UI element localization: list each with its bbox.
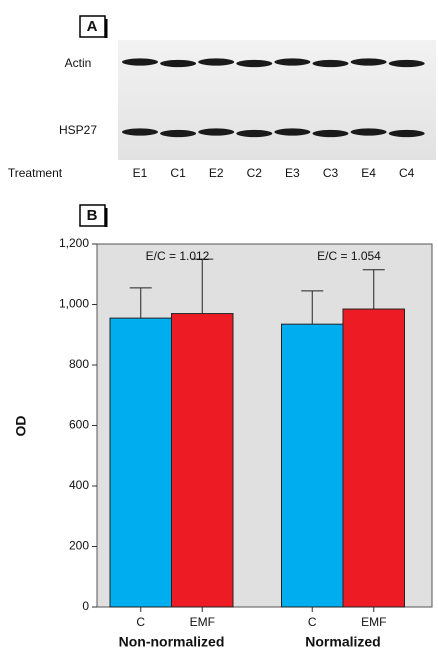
lane-label: C4 — [399, 166, 415, 180]
x-tick-label: EMF — [361, 615, 386, 629]
band — [160, 130, 196, 137]
y-tick-label: 200 — [69, 539, 89, 553]
bar — [282, 324, 344, 607]
panel-label: B — [87, 207, 98, 224]
category-label: Non-normalized — [119, 634, 225, 650]
lane-label: C2 — [247, 166, 263, 180]
bar — [172, 314, 234, 607]
band — [274, 58, 310, 65]
bar — [110, 318, 172, 607]
row-label: HSP27 — [59, 123, 97, 137]
category-label: Normalized — [305, 634, 380, 650]
y-tick-label: 1,200 — [59, 236, 89, 250]
annotation: E/C = 1.054 — [317, 249, 381, 263]
x-tick-label: EMF — [190, 615, 215, 629]
band — [236, 130, 272, 137]
band — [274, 128, 310, 135]
y-tick-label: 1,000 — [59, 297, 89, 311]
band — [122, 58, 158, 65]
panel-label: A — [87, 18, 98, 35]
y-tick-label: 400 — [69, 478, 89, 492]
lane-label: E3 — [285, 166, 300, 180]
annotation: E/C = 1.012 — [146, 249, 210, 263]
figure: A Actin HSP27 Treatment B OD E1 C1 E2 C2 E3 C… — [0, 0, 438, 656]
lane-label: C1 — [170, 166, 186, 180]
band — [351, 128, 387, 135]
row-label: Actin — [65, 56, 92, 70]
y-tick-label: 600 — [69, 418, 89, 432]
bar — [343, 309, 405, 607]
band — [351, 58, 387, 65]
band — [313, 60, 349, 67]
lane-label: E4 — [361, 166, 376, 180]
band — [236, 60, 272, 67]
x-tick-label: C — [308, 615, 317, 629]
y-tick-label: 0 — [82, 599, 89, 613]
x-tick-label: C — [136, 615, 145, 629]
y-tick-label: 800 — [69, 357, 89, 371]
band — [389, 130, 425, 137]
lane-label: C3 — [323, 166, 339, 180]
blot-image — [118, 40, 436, 160]
treatment-label: Treatment — [8, 166, 63, 180]
band — [389, 60, 425, 67]
band — [313, 130, 349, 137]
band — [198, 58, 234, 65]
band — [160, 60, 196, 67]
band — [198, 128, 234, 135]
band — [122, 128, 158, 135]
lane-label: E2 — [209, 166, 224, 180]
lane-label: E1 — [133, 166, 148, 180]
y-axis-label: OD — [13, 416, 29, 437]
